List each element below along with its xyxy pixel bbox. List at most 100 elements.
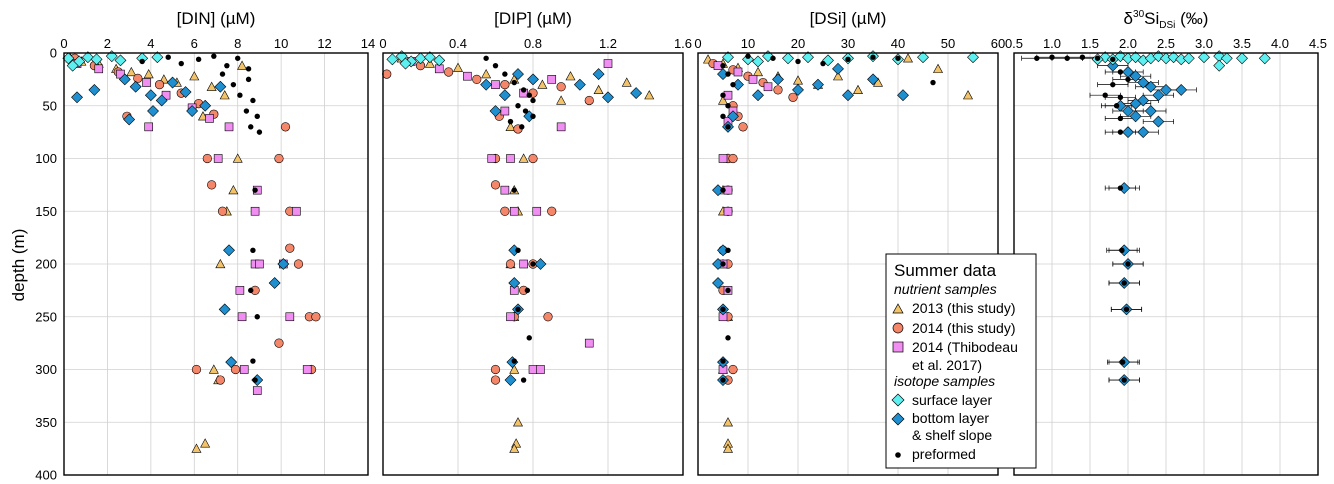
preformed-point-13 [720,113,726,120]
preformed-point-19 [720,306,726,313]
surface-point-1 [73,55,86,68]
preformed-point-16 [515,306,521,313]
y-tick-label-6: 300 [35,362,57,377]
preformed-point-0 [745,53,751,59]
preformed-point-21 [720,358,726,364]
bottom-point-12 [1144,105,1157,117]
x-tick-label-dsi-3: 30 [841,36,855,51]
s2014-point-12 [207,180,217,190]
s2013-point-2 [452,62,464,72]
x-tick-label-d30si-8: 4.5 [1309,36,1327,51]
preformed-point-12 [725,103,731,109]
series-dsi-s2014 [708,58,798,385]
preformed-point-9 [530,113,536,120]
preformed-point-20 [254,314,260,320]
legend-label-2014: 2014 (this study) [912,320,1016,336]
bottom-point-3 [1137,76,1150,89]
bottom-point-11 [147,105,159,117]
preformed-point-3 [511,79,517,86]
s2013-point-10 [902,53,914,63]
bottom-point-4 [144,89,157,102]
s2014-point-11 [274,153,284,164]
s2014-point-13 [500,206,510,216]
bottom-point-2 [1129,70,1142,83]
bottom-point-7 [630,87,643,100]
preformed-point-8 [219,71,226,77]
surface-point-3 [90,53,103,66]
preformed-point-16 [725,247,731,253]
panel-d30si: 0.5 1.0 1.5 2.0 2.5 3.0 3.5 4.0 4.5 δ30SiDSi (‰) [1005,9,1327,476]
preformed-point-11 [519,124,525,130]
s2014t-point-17 [584,338,594,348]
s2013-point-13 [232,153,243,163]
title-sub: DSi [1159,20,1175,31]
s2014t-point-3 [142,78,151,87]
bottom-point-5 [1160,84,1172,96]
preformed-point-1 [492,62,499,69]
preformed-point-6 [895,55,901,61]
s2014-point-7 [584,95,594,106]
s2014t-point-1 [733,67,743,77]
legend-label-2014-thibodeau-line1: 2014 (Thibodeau [912,339,1018,355]
surface-point-11 [1182,52,1195,65]
s2014t-point-2 [463,71,472,81]
preformed-point-6 [235,55,241,61]
bottom-point-4 [792,84,804,96]
s2014-point-9 [280,122,291,132]
surface-point-4 [423,51,436,64]
surface-point-9 [917,51,929,64]
preformed-point-17 [252,187,258,193]
surface-point-3 [414,52,427,65]
surface-point-8 [66,59,79,72]
legend: Summer data nutrient samples 2013 (this … [885,253,1037,469]
preformed-point-11 [237,92,243,98]
preformed-point-9 [1102,92,1108,98]
y-tick-label-7: 350 [35,415,57,430]
surface-point-5 [433,54,446,67]
s2014-point-16 [293,259,304,269]
preformed-point-10 [730,81,736,88]
s2014t-point-18 [285,312,295,322]
y-axis-label: depth (m) [9,229,28,302]
s2013-point-8 [189,71,200,81]
s2013-point-22 [722,443,734,453]
s2014t-point-10 [506,154,515,163]
bottom-point-6 [1175,84,1188,96]
bottom-point-6 [166,76,179,89]
series-d30si-bottom [1106,59,1188,386]
bottom-point-5 [592,68,605,81]
preformed-point-22 [252,377,258,383]
panel-title-d30si: δ30SiDSi (‰) [1124,9,1209,31]
x-tick-label-din-7: 14 [361,36,375,51]
series-dsi-bottom [712,62,909,386]
s2013-point-12 [518,153,529,163]
series-dsi-s2014t [713,61,773,374]
y-tick-label-4: 200 [35,257,57,272]
preformed-point-7 [930,79,936,86]
series-dip-surface [386,50,446,70]
preformed-point-13 [243,108,250,114]
x-tick-label-din-5: 10 [274,36,288,51]
s2014t-point-3 [491,80,500,89]
preformed-point-8 [1110,81,1116,88]
s2014-point-20 [490,364,501,375]
s2014t-point-6 [205,114,214,123]
s2014-point-17 [728,364,738,375]
x-tick-label-d30si-6: 3.5 [1233,36,1251,51]
bottom-point-0 [1106,59,1119,72]
bottom-point-1 [498,89,511,102]
preformed-point-3 [195,56,202,63]
surface-point-4 [802,51,814,64]
s2013-point-7 [832,71,844,81]
series-dip-s2014t [406,57,613,374]
preformed-point-18 [1123,306,1130,313]
legend-label-2014-thibodeau-line2: et al. 2017) [912,357,982,373]
bottom-point-15 [1137,126,1150,139]
s2013-point-3 [481,68,492,79]
bottom-point-15 [712,277,724,289]
s2014t-point-5 [547,75,557,84]
x-tick-label-dsi-0: 0 [694,36,701,51]
preformed-point-18 [511,358,517,364]
panels: 0 2 4 6 8 10 12 14[DIN] (µM)0501001502002503003… [35,9,1327,483]
bottom-point-9 [214,80,227,93]
